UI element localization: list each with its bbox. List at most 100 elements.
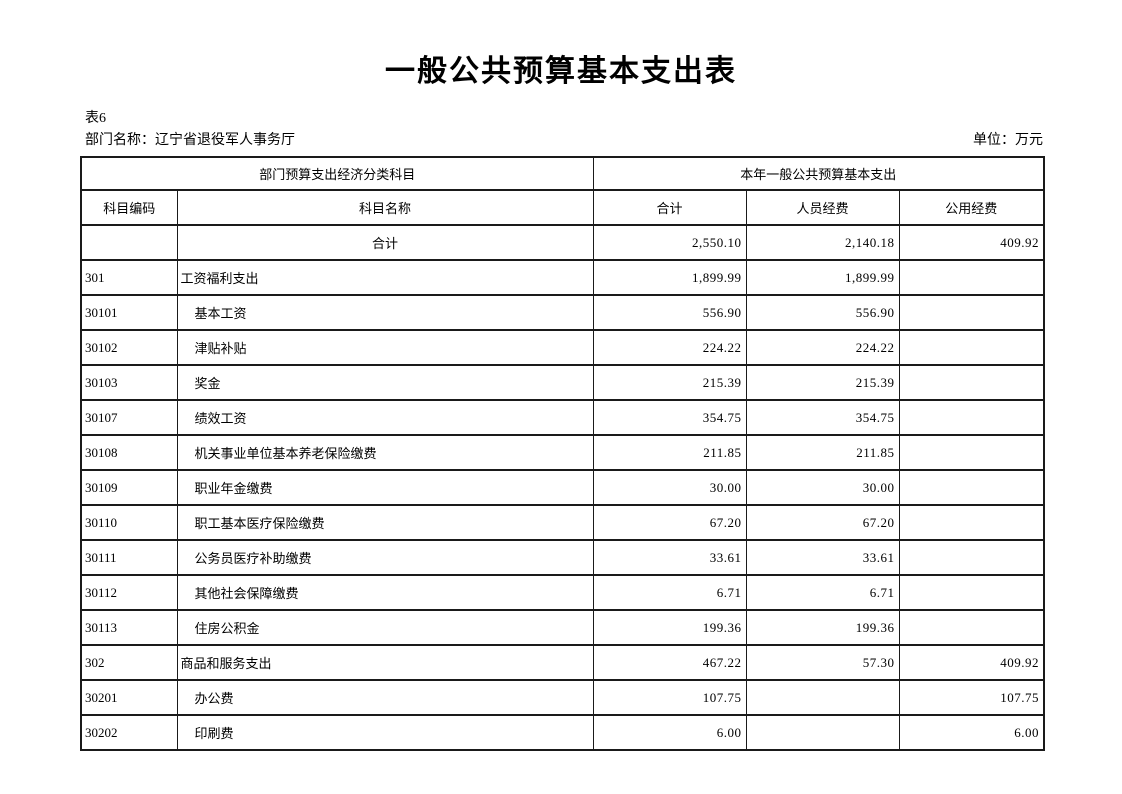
cell-subject-code: 30108 (80, 434, 178, 471)
department-value: 辽宁省退役军人事务厅 (155, 133, 295, 148)
cell-public-funds (898, 399, 1045, 436)
cell-subject-code: 30110 (80, 504, 178, 541)
cell-personnel-funds: 2,140.18 (745, 224, 900, 261)
table-row: 30110 职工基本医疗保险缴费 67.20 67.20 (80, 504, 1045, 541)
cell-public-funds: 409.92 (898, 224, 1045, 261)
cell-personnel-funds: 215.39 (745, 364, 900, 401)
cell-total: 6.71 (592, 574, 747, 611)
cell-subject-code: 30101 (80, 294, 178, 331)
cell-subject-name: 住房公积金 (176, 609, 594, 646)
cell-total: 33.61 (592, 539, 747, 576)
cell-subject-name: 机关事业单位基本养老保险缴费 (176, 434, 594, 471)
cell-personnel-funds: 354.75 (745, 399, 900, 436)
table-row: 30109 职业年金缴费 30.00 30.00 (80, 469, 1045, 506)
cell-subject-name: 商品和服务支出 (176, 644, 594, 681)
page-title: 一般公共预算基本支出表 (385, 55, 737, 88)
cell-subject-name: 津贴补贴 (176, 329, 594, 366)
table-number: 表6 (85, 111, 106, 126)
cell-personnel-funds: 199.36 (745, 609, 900, 646)
cell-personnel-funds (745, 714, 900, 751)
cell-personnel-funds: 33.61 (745, 539, 900, 576)
cell-subject-code: 30201 (80, 679, 178, 716)
cell-subject-code: 30112 (80, 574, 178, 611)
cell-total: 467.22 (592, 644, 747, 681)
cell-subject-code: 30103 (80, 364, 178, 401)
header-group-row: 部门预算支出经济分类科目 本年一般公共预算基本支出 (80, 156, 1045, 191)
cell-subject-name: 奖金 (176, 364, 594, 401)
table-row: 30201 办公费 107.75 107.75 (80, 679, 1045, 716)
cell-personnel-funds: 67.20 (745, 504, 900, 541)
cell-personnel-funds (745, 679, 900, 716)
header-col-personnel: 人员经费 (745, 189, 900, 226)
header-col-public: 公用经费 (898, 189, 1045, 226)
unit-label: 单位： (973, 133, 1015, 148)
cell-subject-code: 301 (80, 259, 178, 296)
table-row: 301 工资福利支出 1,899.99 1,899.99 (80, 259, 1045, 296)
table-row: 30107 绩效工资 354.75 354.75 (80, 399, 1045, 436)
cell-subject-name: 其他社会保障缴费 (176, 574, 594, 611)
department-line: 部门名称：辽宁省退役军人事务厅 (80, 129, 295, 149)
cell-total: 215.39 (592, 364, 747, 401)
unit-value: 万元 (1015, 133, 1043, 148)
cell-public-funds (898, 329, 1045, 366)
cell-public-funds (898, 434, 1045, 471)
cell-public-funds (898, 259, 1045, 296)
table-row: 30101 基本工资 556.90 556.90 (80, 294, 1045, 331)
cell-subject-code: 30202 (80, 714, 178, 751)
table-row: 30102 津贴补贴 224.22 224.22 (80, 329, 1045, 366)
cell-subject-name: 办公费 (176, 679, 594, 716)
cell-subject-name: 职业年金缴费 (176, 469, 594, 506)
cell-personnel-funds: 224.22 (745, 329, 900, 366)
table-row: 合计 2,550.10 2,140.18 409.92 (80, 224, 1045, 261)
header-group-budget: 本年一般公共预算基本支出 (592, 156, 1045, 191)
table-row: 302 商品和服务支出 467.22 57.30 409.92 (80, 644, 1045, 681)
cell-total: 556.90 (592, 294, 747, 331)
cell-subject-code: 30109 (80, 469, 178, 506)
cell-personnel-funds: 57.30 (745, 644, 900, 681)
cell-subject-code: 30102 (80, 329, 178, 366)
cell-subject-code: 30107 (80, 399, 178, 436)
cell-total: 107.75 (592, 679, 747, 716)
unit-line: 单位：万元 (973, 129, 1043, 149)
cell-subject-name: 合计 (176, 224, 594, 261)
cell-total: 1,899.99 (592, 259, 747, 296)
cell-personnel-funds: 1,899.99 (745, 259, 900, 296)
cell-subject-name: 职工基本医疗保险缴费 (176, 504, 594, 541)
header-columns-row: 科目编码 科目名称 合计 人员经费 公用经费 (80, 189, 1045, 226)
cell-subject-name: 基本工资 (176, 294, 594, 331)
cell-public-funds (898, 364, 1045, 401)
meta-line: 部门名称：辽宁省退役军人事务厅 单位：万元 (80, 129, 1043, 149)
cell-total: 67.20 (592, 504, 747, 541)
cell-personnel-funds: 556.90 (745, 294, 900, 331)
table-row: 30202 印刷费 6.00 6.00 (80, 714, 1045, 751)
cell-subject-name: 公务员医疗补助缴费 (176, 539, 594, 576)
table-row: 30108 机关事业单位基本养老保险缴费 211.85 211.85 (80, 434, 1045, 471)
cell-public-funds: 107.75 (898, 679, 1045, 716)
cell-total: 211.85 (592, 434, 747, 471)
budget-table: 部门预算支出经济分类科目 本年一般公共预算基本支出 科目编码 科目名称 合计 人… (80, 156, 1046, 751)
cell-subject-code: 30111 (80, 539, 178, 576)
header-col-total: 合计 (592, 189, 747, 226)
cell-public-funds (898, 504, 1045, 541)
table-row: 30113 住房公积金 199.36 199.36 (80, 609, 1045, 646)
cell-total: 6.00 (592, 714, 747, 751)
table-row: 30111 公务员医疗补助缴费 33.61 33.61 (80, 539, 1045, 576)
header-col-code: 科目编码 (80, 189, 178, 226)
table-header: 部门预算支出经济分类科目 本年一般公共预算基本支出 科目编码 科目名称 合计 人… (80, 156, 1045, 226)
header-group-subject: 部门预算支出经济分类科目 (80, 156, 594, 191)
cell-total: 2,550.10 (592, 224, 747, 261)
cell-public-funds (898, 539, 1045, 576)
cell-total: 224.22 (592, 329, 747, 366)
cell-public-funds (898, 294, 1045, 331)
cell-total: 199.36 (592, 609, 747, 646)
cell-subject-code: 302 (80, 644, 178, 681)
cell-public-funds: 6.00 (898, 714, 1045, 751)
cell-personnel-funds: 30.00 (745, 469, 900, 506)
table-row: 30103 奖金 215.39 215.39 (80, 364, 1045, 401)
cell-personnel-funds: 6.71 (745, 574, 900, 611)
cell-subject-name: 绩效工资 (176, 399, 594, 436)
cell-total: 354.75 (592, 399, 747, 436)
cell-public-funds (898, 609, 1045, 646)
department-label: 部门名称： (85, 133, 155, 148)
cell-subject-name: 工资福利支出 (176, 259, 594, 296)
